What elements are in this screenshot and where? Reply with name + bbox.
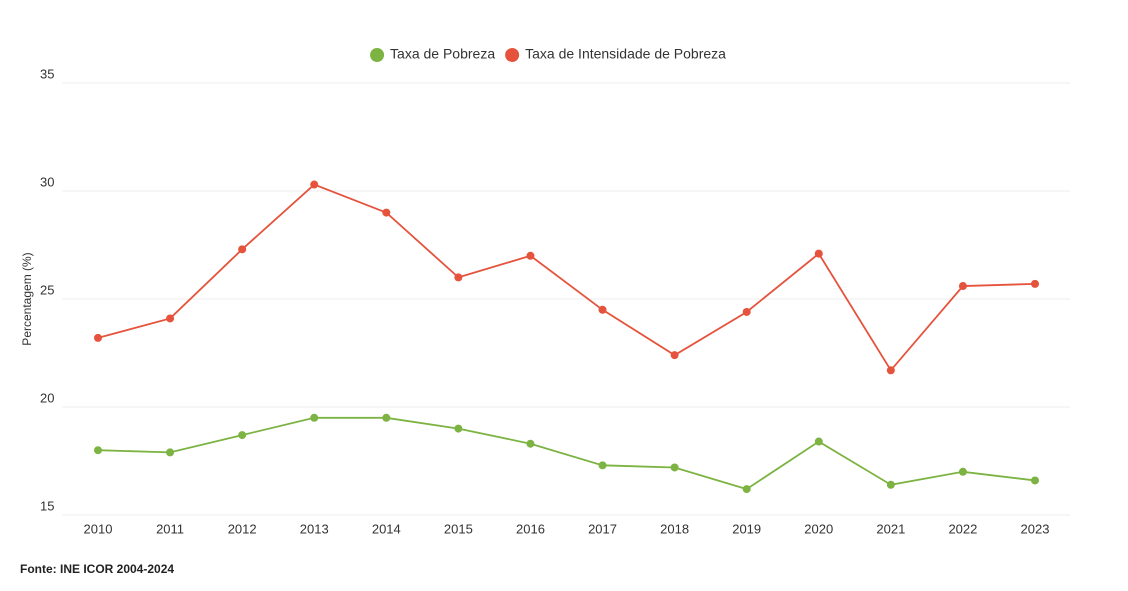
data-point (1031, 476, 1039, 485)
y-tick-label: 25 (40, 282, 54, 297)
x-tick-label: 2021 (876, 521, 905, 536)
data-point (886, 480, 895, 489)
legend-marker (370, 48, 385, 62)
data-point (166, 448, 175, 457)
data-point (166, 314, 175, 323)
data-point (94, 333, 102, 342)
x-tick-label: 2012 (228, 521, 257, 536)
data-point (814, 437, 823, 446)
x-tick-label: 2020 (804, 521, 833, 536)
data-point (382, 413, 391, 422)
x-tick-label: 2018 (660, 521, 689, 536)
data-point (310, 413, 319, 422)
data-point (454, 273, 463, 282)
data-point (670, 351, 679, 360)
legend-label: Taxa de Intensidade de Pobreza (525, 46, 726, 62)
y-tick-label: 15 (40, 498, 54, 513)
x-tick-label: 2011 (156, 521, 184, 536)
series-line (97, 183, 1036, 372)
x-tick-label: 2010 (84, 521, 113, 536)
data-point (382, 208, 391, 217)
data-point (454, 424, 463, 433)
source-note: Fonte: INE ICOR 2004-2024 (20, 562, 174, 576)
x-tick-label: 2014 (372, 521, 401, 536)
y-tick-label: 20 (40, 390, 54, 405)
data-point (1031, 279, 1039, 288)
data-point (238, 431, 247, 440)
data-point (886, 366, 895, 375)
x-tick-label: 2015 (444, 521, 473, 536)
y-tick-label: 30 (40, 174, 54, 189)
data-point (310, 180, 319, 189)
x-tick-label: 2022 (948, 521, 977, 536)
data-point (526, 251, 535, 260)
x-tick-label: 2023 (1021, 521, 1050, 536)
data-point (238, 245, 247, 254)
x-tick-label: 2019 (732, 521, 761, 536)
legend-label: Taxa de Pobreza (390, 46, 495, 62)
x-tick-label: 2013 (300, 521, 329, 536)
x-tick-label: 2017 (588, 521, 617, 536)
legend-marker (505, 48, 520, 62)
data-point (598, 305, 607, 314)
y-tick-label: 35 (40, 66, 54, 81)
data-point (526, 439, 535, 448)
y-axis-label: Percentagem (%) (20, 252, 34, 345)
data-point (598, 461, 607, 470)
series-line (97, 416, 1036, 491)
data-point (814, 249, 823, 258)
data-point (742, 307, 751, 316)
data-point (958, 282, 967, 291)
data-point (670, 463, 679, 472)
data-point (958, 467, 967, 476)
x-tick-label: 2016 (516, 521, 545, 536)
data-point (94, 446, 102, 455)
data-point (742, 485, 751, 494)
